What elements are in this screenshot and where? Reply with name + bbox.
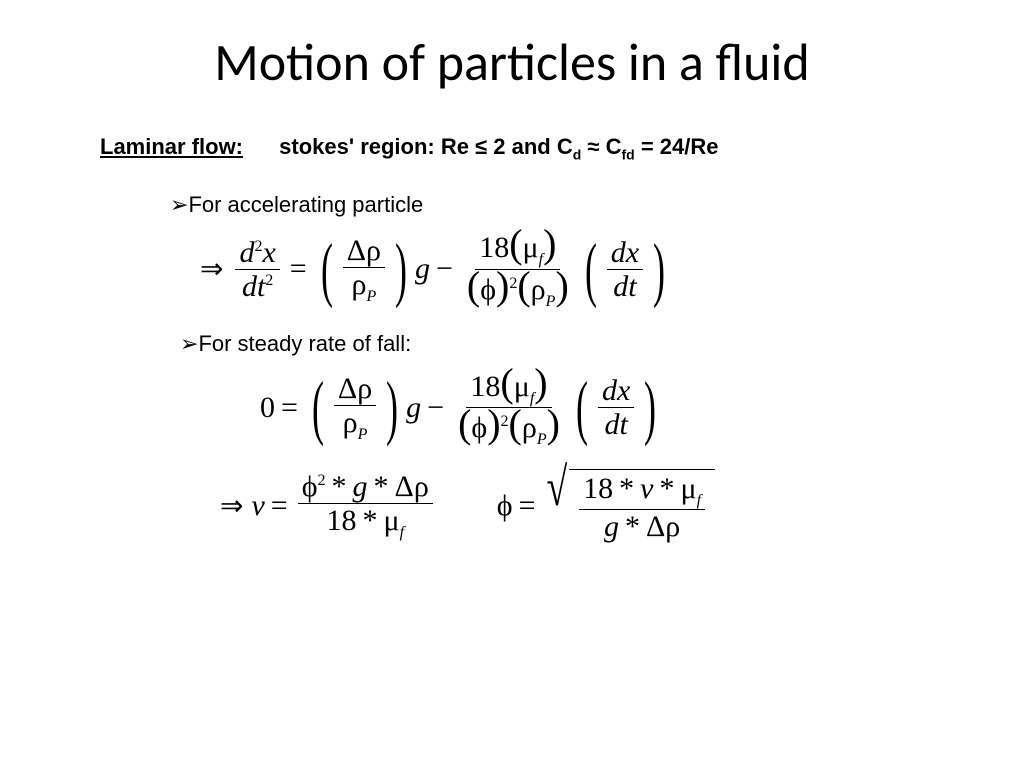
equation-results: ⇒ v = ϕ2*g*Δρ 18*μf ϕ = √ 18*v*μf g*Δρ xyxy=(220,469,964,544)
bullet-steady: ➢For steady rate of fall: xyxy=(180,331,964,357)
bullet-accelerating: ➢For accelerating particle xyxy=(170,192,964,218)
equation-steady-zero: 0 = ( Δρ ρP ) g − 18(μf) (ϕ)2(ρP) ( dx d xyxy=(260,367,964,449)
condition-text: stokes' region: Re ≤ 2 and Cd ≈ Cfd = 24… xyxy=(279,134,718,159)
equation-v: ⇒ v = ϕ2*g*Δρ 18*μf xyxy=(220,470,437,542)
equation-accelerating: ⇒ d2x dt2 = ( Δρ ρP ) g − 18(μf) (ϕ)2(ρP… xyxy=(200,228,964,310)
equation-phi: ϕ = √ 18*v*μf g*Δρ xyxy=(497,469,715,544)
section-header: Laminar flow: stokes' region: Re ≤ 2 and… xyxy=(100,134,964,162)
bullet-icon: ➢ xyxy=(170,192,188,217)
page-title: Motion of particles in a fluid xyxy=(60,30,964,94)
laminar-label: Laminar flow: xyxy=(100,134,243,159)
bullet-icon: ➢ xyxy=(180,331,198,356)
